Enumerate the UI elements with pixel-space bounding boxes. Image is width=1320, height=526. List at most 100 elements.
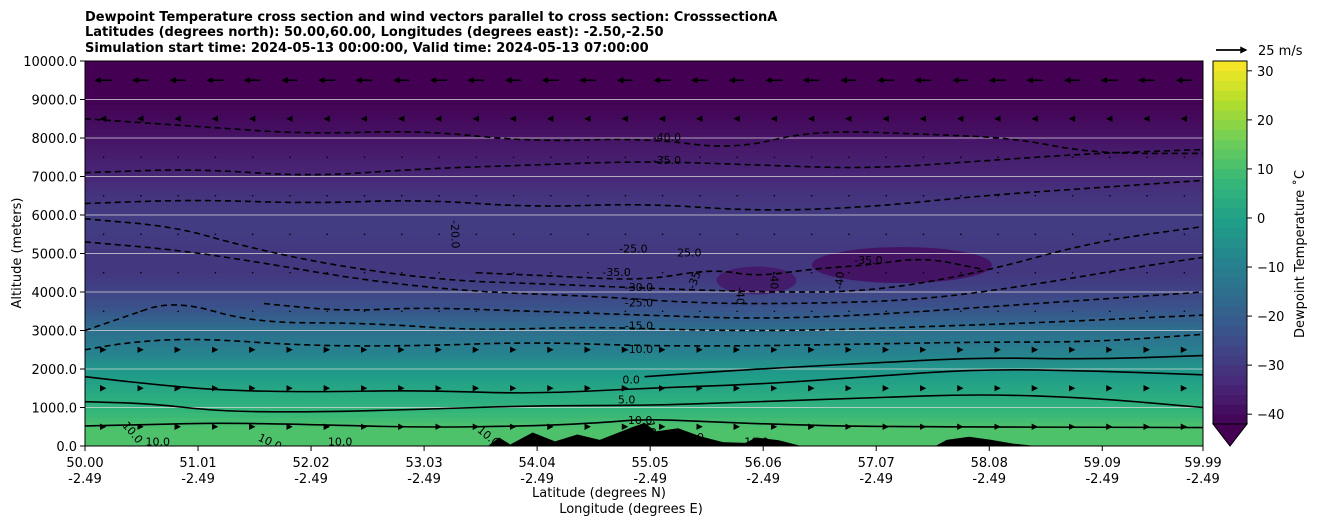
plot-area: 10.0 10.0 10.0 10.0 10.010.010.0 10.005.00.0-… — [84, 60, 1204, 447]
wind-vector — [140, 310, 142, 313]
wind-vector — [326, 310, 329, 313]
x-tick-label-lon: -2.49 — [181, 472, 215, 487]
wind-vector — [624, 194, 627, 197]
colorbar-segment — [1213, 384, 1247, 395]
wind-vector — [438, 271, 440, 274]
field-band — [85, 282, 1203, 288]
contour-label: -35.0 — [602, 266, 630, 279]
contour-line — [85, 418, 1203, 429]
wind-vector — [438, 233, 440, 236]
wind-vector — [550, 156, 552, 159]
wind-vector — [587, 271, 589, 274]
contour-line — [85, 218, 1203, 293]
field-band — [85, 311, 1203, 317]
x-tick-label-lat: 51.01 — [179, 456, 216, 471]
colorbar-tick-label: 10 — [1257, 163, 1274, 178]
field-band — [85, 412, 1203, 418]
wind-vector — [1183, 233, 1186, 236]
y-tick-label: 0.0 — [56, 440, 77, 455]
wind-vector — [177, 271, 179, 274]
wind-vector — [736, 233, 738, 236]
contour-label: -20.0 — [448, 220, 462, 249]
wind-vector — [140, 194, 142, 197]
y-tick-label: 1000.0 — [32, 402, 78, 417]
field-band — [85, 306, 1203, 312]
x-tick-label-lon: -2.49 — [859, 472, 893, 487]
wind-vector — [885, 233, 888, 236]
wind-vector — [102, 271, 105, 274]
x-tick-label-lat: 54.04 — [519, 456, 556, 471]
wind-vector — [363, 194, 366, 197]
wind-vector — [1034, 233, 1037, 236]
field-band — [85, 272, 1203, 279]
wind-vector — [326, 233, 329, 236]
wind-vector — [102, 310, 105, 313]
field-band — [85, 349, 1203, 356]
contour-label: 0.0 — [622, 374, 640, 387]
wind-vector — [475, 194, 478, 197]
field-band — [85, 75, 1203, 81]
field-band — [85, 104, 1203, 110]
wind-vector — [140, 233, 142, 236]
x-tick-label-lon: -2.49 — [68, 472, 102, 487]
wind-vector — [959, 194, 962, 197]
wind-vector — [922, 310, 925, 313]
wind-vector — [885, 310, 888, 313]
wind-vector — [1109, 194, 1111, 197]
colorbar-segment — [1213, 129, 1247, 140]
contour-label: -40.0 — [653, 131, 681, 144]
wind-vector — [848, 233, 850, 236]
colorbar-tick-label: 30 — [1257, 65, 1274, 80]
colorbar-tick-label: 0 — [1257, 212, 1265, 227]
x-tick-label-lon: -2.49 — [520, 472, 554, 487]
colorbar-segment — [1213, 198, 1247, 209]
field-band — [85, 344, 1203, 351]
field-band — [85, 301, 1203, 308]
contour-label: -40 — [833, 271, 848, 290]
colorbar-segment — [1213, 208, 1247, 219]
wind-vector — [773, 194, 776, 197]
colorbar-segment — [1213, 110, 1247, 121]
field-band — [85, 85, 1203, 91]
wind-vector — [363, 271, 366, 274]
colorbar-tick-label: −20 — [1257, 310, 1284, 325]
quiver-key-label: 25 m/s — [1258, 44, 1303, 59]
wind-vector — [1183, 271, 1186, 274]
colorbar-segment — [1213, 394, 1247, 405]
chart-title-line-2: Latitudes (degrees north): 50.00,60.00, … — [85, 25, 664, 40]
field-band — [85, 70, 1203, 77]
wind-vector — [699, 156, 701, 159]
wind-vector — [400, 271, 403, 274]
wind-vector — [1034, 156, 1037, 159]
wind-vector — [922, 156, 925, 159]
contour-line — [644, 354, 1203, 378]
wind-vector — [363, 233, 366, 236]
colorbar-frame — [1212, 60, 1248, 425]
contour-label: -30.0 — [625, 281, 653, 294]
colorbar-segment — [1213, 70, 1247, 82]
field-band — [85, 369, 1203, 375]
colorbar-segment — [1213, 316, 1247, 327]
contour-line — [85, 333, 1203, 351]
x-tick-label-lat: 56.06 — [745, 456, 782, 471]
wind-vector — [1183, 156, 1186, 159]
colorbar-extend-min — [1211, 423, 1249, 447]
wind-vector — [475, 156, 478, 159]
wind-vector — [661, 310, 664, 313]
y-tick-label: 10000.0 — [23, 55, 77, 70]
wind-vector — [550, 310, 552, 313]
contour-line — [85, 179, 1203, 211]
field-band — [85, 292, 1203, 298]
wind-vector — [959, 156, 962, 159]
field-band — [85, 186, 1203, 192]
wind-vector — [1183, 310, 1186, 313]
wind-vector — [177, 156, 179, 159]
contour-label: 10.0 — [643, 420, 660, 446]
wind-vector — [326, 194, 329, 197]
field-band — [85, 253, 1203, 259]
contour-label: 25.0 — [677, 247, 702, 260]
field-band — [85, 364, 1203, 370]
wind-vector — [699, 271, 701, 274]
wind-vector — [959, 233, 962, 236]
wind-vector — [1034, 194, 1037, 197]
